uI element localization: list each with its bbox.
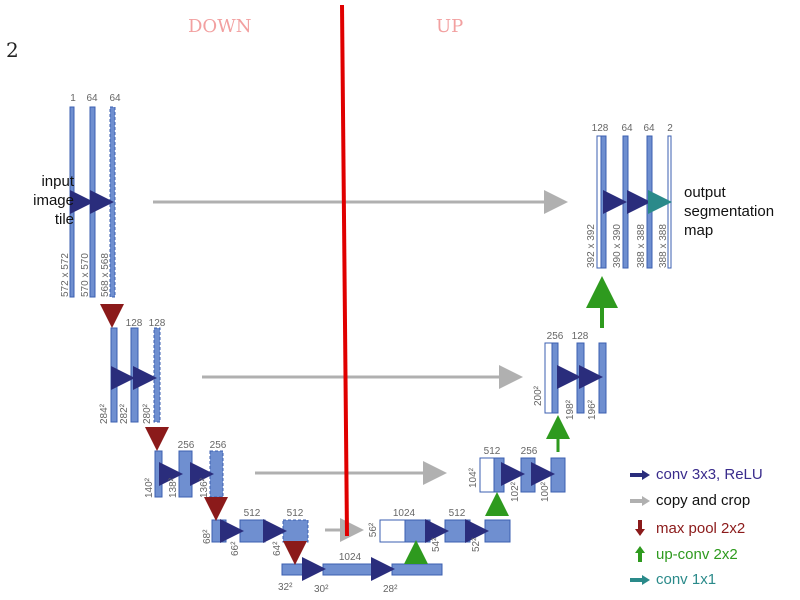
legend-upconv: up-conv 2x2 bbox=[628, 545, 738, 563]
bottleneck-size-1: 30² bbox=[314, 584, 329, 595]
dec2-block-2 bbox=[598, 342, 607, 414]
enc1-size-2: 568 x 568 bbox=[100, 253, 111, 297]
enc4-size-1: 66² bbox=[230, 541, 241, 556]
enc3-ch-1: 256 bbox=[178, 440, 195, 451]
dec1-block-copy bbox=[596, 135, 602, 269]
enc3-block-0 bbox=[154, 450, 163, 498]
up-section-label: UP bbox=[436, 16, 464, 37]
enc1-size-1: 570 x 570 bbox=[80, 253, 91, 297]
dec2-ch-0: 256 bbox=[547, 331, 564, 342]
enc3-block-1 bbox=[178, 450, 193, 498]
enc1-ch-2: 64 bbox=[109, 93, 121, 104]
bottleneck-block-0 bbox=[281, 563, 307, 576]
dec1-block-1 bbox=[622, 135, 629, 269]
dec1-ch-3: 2 bbox=[667, 123, 673, 134]
legend-pool: max pool 2x2 bbox=[628, 519, 745, 537]
bottleneck-block-1 bbox=[322, 563, 376, 576]
dec1-size-0: 392 x 392 bbox=[586, 224, 597, 268]
dec1-ch-1: 64 bbox=[621, 123, 633, 134]
down-up-divider bbox=[340, 4, 349, 537]
dec4-ch-1: 512 bbox=[449, 508, 466, 519]
dec2-size-2: 196² bbox=[587, 399, 598, 420]
dec2-block-copy bbox=[544, 342, 553, 414]
enc1-ch-1: 64 bbox=[86, 93, 98, 104]
dec3-ch-1: 256 bbox=[521, 446, 538, 457]
legend-conv-label: conv 3x3, ReLU bbox=[656, 466, 763, 483]
dec3-block-1 bbox=[520, 457, 536, 493]
dec3-block-0 bbox=[493, 457, 505, 493]
enc2-size-1: 282² bbox=[119, 403, 130, 424]
dec4-size-2: 52² bbox=[471, 537, 482, 552]
upconv-arrow-icon bbox=[635, 546, 645, 562]
dec4-size-0: 56² bbox=[368, 522, 379, 537]
legend-conv1x1-label: conv 1x1 bbox=[656, 571, 717, 588]
legend-conv: conv 3x3, ReLU bbox=[628, 466, 763, 483]
enc4-block-2 bbox=[282, 519, 309, 543]
enc3-size-2: 136² bbox=[199, 477, 210, 498]
copy-arrow-icon bbox=[630, 495, 650, 506]
enc2-block-0 bbox=[110, 327, 118, 423]
enc4-size-2: 64² bbox=[272, 541, 283, 556]
enc4-ch-2: 512 bbox=[287, 508, 304, 519]
enc2-ch-2: 128 bbox=[149, 318, 166, 329]
dec3-size-0: 104² bbox=[468, 467, 479, 488]
enc4-size-0: 68² bbox=[202, 529, 213, 544]
enc2-block-1 bbox=[130, 327, 139, 423]
enc3-size-1: 138² bbox=[168, 477, 179, 498]
bottleneck-ch-1: 1024 bbox=[339, 552, 362, 563]
enc3-block-2 bbox=[209, 450, 224, 498]
legend-upconv-label: up-conv 2x2 bbox=[656, 545, 738, 563]
legend-copy-label: copy and crop bbox=[656, 492, 751, 509]
dec1-ch-0: 128 bbox=[592, 123, 609, 134]
enc1-size-0: 572 x 572 bbox=[60, 253, 71, 297]
dec1-size-1: 390 x 390 bbox=[612, 224, 623, 268]
enc2-size-2: 280² bbox=[142, 403, 153, 424]
legend-conv1x1: conv 1x1 bbox=[628, 571, 716, 588]
legend-pool-label: max pool 2x2 bbox=[656, 519, 746, 537]
dec2-size-0: 200² bbox=[533, 385, 544, 406]
dec2-size-1: 198² bbox=[565, 399, 576, 420]
dec1-block-0 bbox=[600, 135, 607, 269]
enc2-block-2 bbox=[153, 327, 161, 423]
dec3-ch-0: 512 bbox=[484, 446, 501, 457]
enc3-size-0: 140² bbox=[144, 477, 155, 498]
enc2-ch-1: 128 bbox=[126, 318, 143, 329]
down-section-label: DOWN bbox=[188, 16, 252, 37]
legend-copy: copy and crop bbox=[628, 492, 750, 509]
dec4-block-2 bbox=[484, 519, 511, 543]
dec3-size-1: 102² bbox=[510, 481, 521, 502]
dec4-block-1 bbox=[444, 519, 471, 543]
dec4-ch-0: 1024 bbox=[393, 508, 416, 519]
dec1-block-2 bbox=[646, 135, 653, 269]
dec4-block-copy bbox=[379, 519, 406, 543]
enc1-ch-0: 1 bbox=[70, 93, 76, 104]
dec3-block-2 bbox=[550, 457, 566, 493]
bottleneck-size-0: 32² bbox=[278, 582, 293, 593]
dec1-ch-2: 64 bbox=[643, 123, 655, 134]
dec3-block-copy bbox=[479, 457, 495, 493]
enc2-size-0: 284² bbox=[99, 403, 110, 424]
input-image-tile-label: input image tile bbox=[33, 173, 74, 228]
enc4-ch-1: 512 bbox=[244, 508, 261, 519]
dec4-block-0 bbox=[404, 519, 431, 543]
enc4-block-1 bbox=[239, 519, 266, 543]
output-segmentation-map-label: output segmentation map bbox=[684, 184, 775, 239]
dec2-block-0 bbox=[551, 342, 559, 414]
dec1-size-2: 388 x 388 bbox=[636, 224, 647, 268]
dec2-ch-1: 128 bbox=[572, 331, 589, 342]
figure-number: 2 bbox=[6, 38, 19, 62]
dec4-size-1: 54² bbox=[431, 537, 442, 552]
dec2-block-1 bbox=[576, 342, 585, 414]
enc4-block-0 bbox=[211, 519, 227, 543]
enc3-ch-2: 256 bbox=[210, 440, 227, 451]
conv1x1-arrow-icon bbox=[630, 574, 650, 585]
dec1-size-3: 388 x 388 bbox=[658, 224, 669, 268]
dec3-size-2: 100² bbox=[540, 481, 551, 502]
pool-arrow-icon bbox=[635, 520, 645, 536]
bottleneck-size-2: 28² bbox=[383, 584, 398, 595]
bottleneck-block-2 bbox=[391, 563, 443, 576]
conv-arrow-icon bbox=[630, 469, 650, 480]
